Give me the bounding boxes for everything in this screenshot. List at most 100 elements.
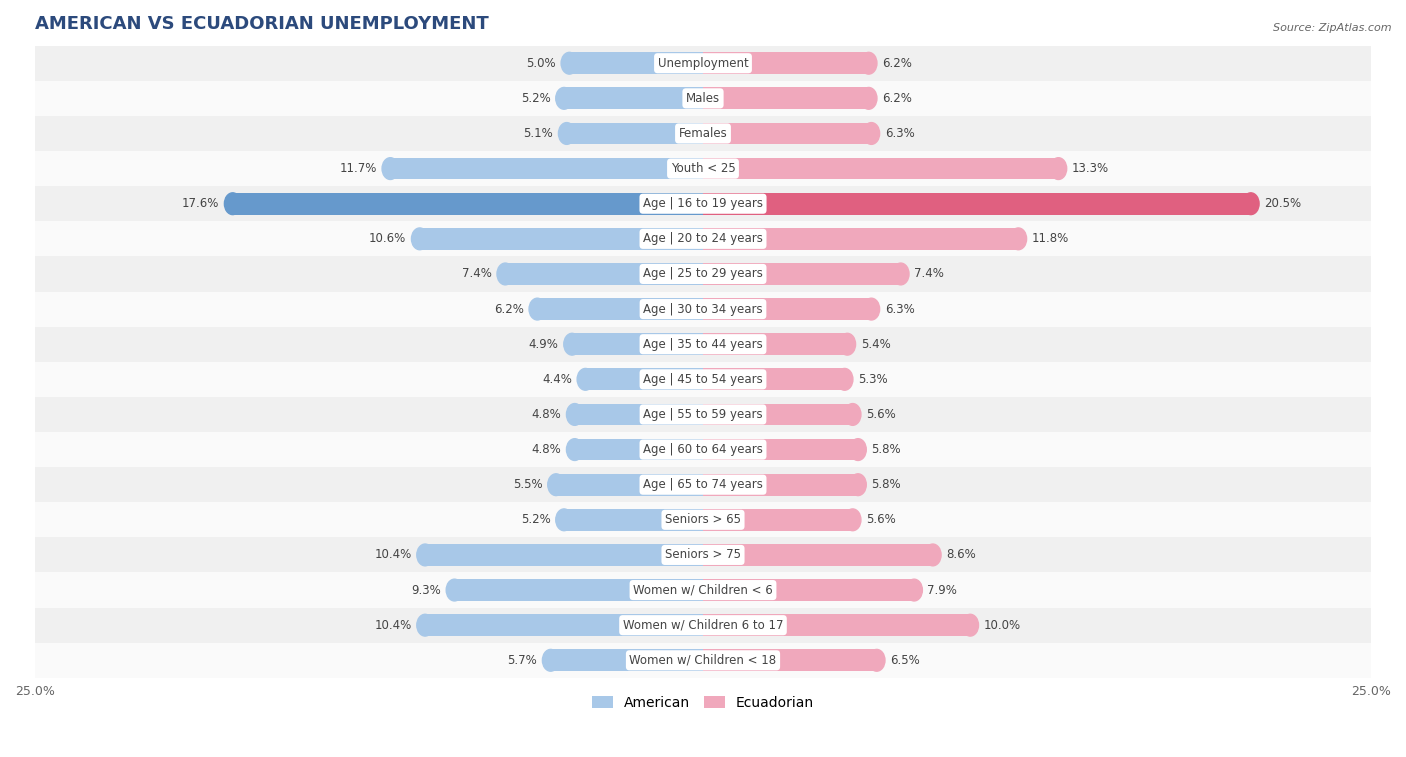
Bar — [425, 614, 703, 636]
Text: Source: ZipAtlas.com: Source: ZipAtlas.com — [1274, 23, 1392, 33]
Text: 5.8%: 5.8% — [872, 478, 901, 491]
Bar — [551, 650, 703, 671]
Circle shape — [863, 298, 880, 320]
Circle shape — [905, 579, 922, 601]
Bar — [420, 228, 703, 250]
Text: 5.3%: 5.3% — [858, 373, 887, 386]
Text: 5.5%: 5.5% — [513, 478, 543, 491]
Circle shape — [1050, 157, 1067, 179]
Circle shape — [837, 369, 853, 390]
Bar — [35, 608, 1371, 643]
Text: 13.3%: 13.3% — [1071, 162, 1109, 175]
Bar — [35, 326, 1371, 362]
Circle shape — [543, 650, 560, 671]
Circle shape — [496, 263, 513, 285]
Bar — [703, 298, 872, 320]
Circle shape — [225, 193, 240, 214]
Text: 10.4%: 10.4% — [374, 618, 412, 631]
Bar — [35, 467, 1371, 502]
Text: 5.2%: 5.2% — [522, 513, 551, 526]
Text: Age | 30 to 34 years: Age | 30 to 34 years — [643, 303, 763, 316]
Text: AMERICAN VS ECUADORIAN UNEMPLOYMENT: AMERICAN VS ECUADORIAN UNEMPLOYMENT — [35, 15, 489, 33]
Bar — [35, 151, 1371, 186]
Bar — [564, 509, 703, 531]
Bar — [564, 88, 703, 109]
Bar — [703, 474, 858, 496]
Bar — [703, 333, 848, 355]
Bar — [703, 123, 872, 145]
Circle shape — [962, 614, 979, 636]
Circle shape — [412, 228, 427, 250]
Text: Males: Males — [686, 92, 720, 105]
Circle shape — [1243, 193, 1260, 214]
Text: Age | 20 to 24 years: Age | 20 to 24 years — [643, 232, 763, 245]
Circle shape — [849, 474, 866, 496]
Circle shape — [845, 509, 860, 531]
Text: 7.9%: 7.9% — [928, 584, 957, 597]
Text: Women w/ Children < 6: Women w/ Children < 6 — [633, 584, 773, 597]
Circle shape — [446, 579, 463, 601]
Bar — [537, 298, 703, 320]
Bar — [391, 157, 703, 179]
Bar — [555, 474, 703, 496]
Text: Age | 60 to 64 years: Age | 60 to 64 years — [643, 443, 763, 456]
Bar — [35, 45, 1371, 81]
Circle shape — [860, 52, 877, 74]
Text: Age | 65 to 74 years: Age | 65 to 74 years — [643, 478, 763, 491]
Text: Seniors > 65: Seniors > 65 — [665, 513, 741, 526]
Text: 4.8%: 4.8% — [531, 443, 561, 456]
Text: 9.3%: 9.3% — [412, 584, 441, 597]
Text: 6.3%: 6.3% — [884, 303, 914, 316]
Bar — [703, 52, 869, 74]
Text: 5.6%: 5.6% — [866, 513, 896, 526]
Bar — [35, 257, 1371, 291]
Circle shape — [576, 369, 593, 390]
Circle shape — [567, 403, 583, 425]
Circle shape — [555, 509, 572, 531]
Bar — [575, 403, 703, 425]
Bar — [35, 221, 1371, 257]
Bar — [35, 432, 1371, 467]
Text: 10.6%: 10.6% — [370, 232, 406, 245]
Bar — [575, 439, 703, 460]
Text: 4.4%: 4.4% — [543, 373, 572, 386]
Text: Females: Females — [679, 127, 727, 140]
Bar — [703, 157, 1059, 179]
Text: 10.0%: 10.0% — [984, 618, 1021, 631]
Text: 5.0%: 5.0% — [526, 57, 555, 70]
Text: 6.3%: 6.3% — [884, 127, 914, 140]
Bar — [505, 263, 703, 285]
Bar — [703, 263, 901, 285]
Text: 7.4%: 7.4% — [463, 267, 492, 280]
Text: Unemployment: Unemployment — [658, 57, 748, 70]
Bar — [35, 116, 1371, 151]
Text: Age | 25 to 29 years: Age | 25 to 29 years — [643, 267, 763, 280]
Text: 11.8%: 11.8% — [1032, 232, 1069, 245]
Bar — [35, 643, 1371, 678]
Bar — [703, 369, 845, 390]
Text: 7.4%: 7.4% — [914, 267, 943, 280]
Bar — [569, 52, 703, 74]
Bar — [567, 123, 703, 145]
Circle shape — [558, 123, 575, 145]
Bar — [703, 193, 1251, 214]
Circle shape — [925, 544, 941, 565]
Circle shape — [555, 88, 572, 109]
Circle shape — [839, 333, 856, 355]
Text: 11.7%: 11.7% — [340, 162, 377, 175]
Circle shape — [1010, 228, 1026, 250]
Text: Age | 45 to 54 years: Age | 45 to 54 years — [643, 373, 763, 386]
Bar — [703, 509, 852, 531]
Text: 4.8%: 4.8% — [531, 408, 561, 421]
Circle shape — [561, 52, 578, 74]
Text: Age | 35 to 44 years: Age | 35 to 44 years — [643, 338, 763, 350]
Bar — [703, 88, 869, 109]
Circle shape — [416, 544, 433, 565]
Circle shape — [869, 650, 884, 671]
Bar — [703, 614, 970, 636]
Text: 6.2%: 6.2% — [882, 57, 912, 70]
Text: 17.6%: 17.6% — [181, 198, 219, 210]
Circle shape — [382, 157, 399, 179]
Text: Women w/ Children 6 to 17: Women w/ Children 6 to 17 — [623, 618, 783, 631]
Circle shape — [893, 263, 910, 285]
